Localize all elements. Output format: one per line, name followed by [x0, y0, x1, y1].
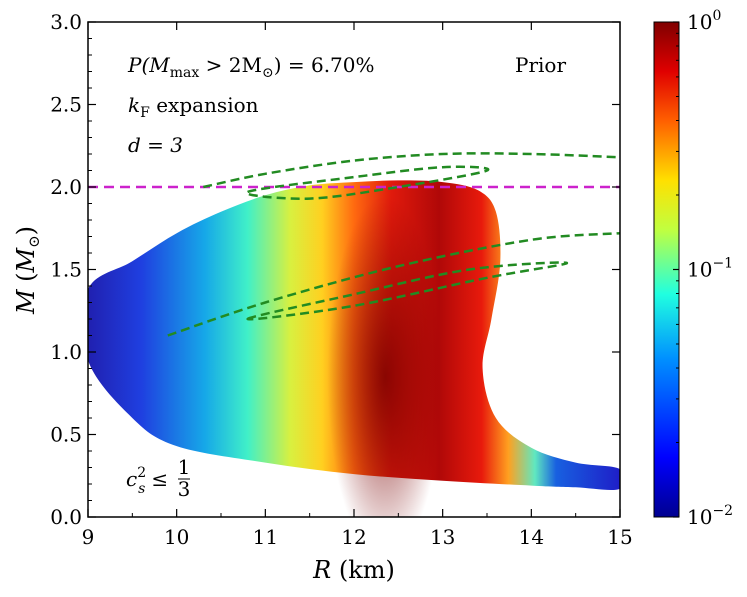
svg-text:c2s≤: c2 s ≤: [126, 465, 168, 497]
x-tick-label: 12: [341, 525, 366, 549]
colorbar-ticks: 100 10−1 10−2: [673, 8, 733, 529]
contour-lower-inner: [246, 261, 569, 321]
colorbar-tick-label: 100: [687, 8, 721, 34]
x-tick-label: 10: [164, 525, 189, 549]
y-tick-label: 1.5: [50, 258, 82, 282]
x-axis: 9 10 11 12 13 14 15: [82, 22, 633, 549]
x-tick-label: 9: [82, 525, 95, 549]
x-tick-label: 13: [430, 525, 455, 549]
x-tick-label: 15: [607, 525, 632, 549]
expansion-label: kF expansion: [128, 93, 259, 121]
density-core: [327, 195, 443, 517]
prior-label: Prior: [515, 53, 566, 77]
x-tick-label: 11: [253, 525, 278, 549]
probability-annotation: P(Mmax > 2M⊙) = 6.70%: [127, 53, 375, 81]
y-axis: 0.0 0.5 1.0 1.5 2.0 2.5 3.0: [50, 10, 620, 529]
y-tick-label: 0.0: [50, 505, 82, 529]
causality-label: c2 s ≤ 1 3: [126, 455, 190, 501]
y-axis-label: M (M⊙): [12, 226, 43, 315]
contours: [167, 152, 620, 337]
y-tick-label: 0.5: [50, 423, 82, 447]
contour-upper-outer: [203, 152, 620, 189]
x-tick-label: 14: [519, 525, 544, 549]
y-tick-label: 2.0: [50, 175, 82, 199]
y-tick-label: 1.0: [50, 340, 82, 364]
contour-upper-inner: [245, 165, 490, 200]
svg-text:1: 1: [178, 455, 191, 479]
colorbar-tick-label: 10−1: [687, 256, 733, 282]
order-label: d = 3: [128, 133, 183, 157]
x-axis-label: R (km): [312, 556, 395, 584]
y-tick-label: 2.5: [50, 93, 82, 117]
contour-lower-outer: [167, 231, 620, 337]
y-tick-label: 3.0: [50, 10, 82, 34]
colorbar-tick-label: 10−2: [687, 503, 733, 529]
svg-text:3: 3: [178, 477, 191, 501]
